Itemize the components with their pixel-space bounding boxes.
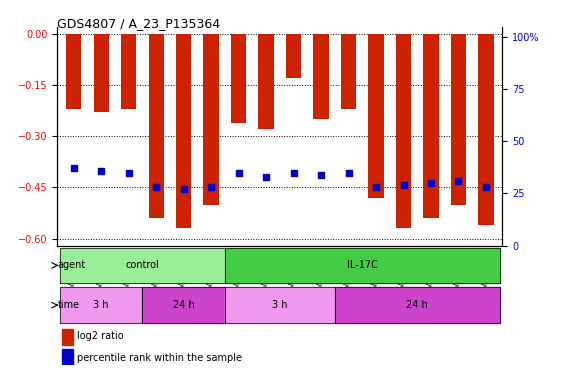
- Point: [124, 170, 133, 176]
- Bar: [121, 34, 136, 109]
- Point: [316, 172, 325, 178]
- Point: [96, 167, 106, 174]
- Point: [344, 170, 353, 176]
- Bar: [396, 34, 411, 228]
- Text: 24 h: 24 h: [407, 300, 428, 310]
- Point: [372, 184, 381, 190]
- Bar: [176, 34, 191, 228]
- Bar: [313, 34, 328, 119]
- Bar: [286, 34, 301, 78]
- Point: [262, 174, 271, 180]
- Bar: [148, 34, 164, 218]
- Bar: [62, 329, 73, 345]
- Bar: [203, 34, 219, 205]
- Point: [207, 184, 216, 190]
- Text: 3 h: 3 h: [93, 300, 109, 310]
- Bar: [225, 287, 335, 323]
- Text: log2 ratio: log2 ratio: [77, 331, 124, 341]
- Point: [234, 170, 243, 176]
- Point: [289, 170, 298, 176]
- Bar: [424, 34, 439, 218]
- Bar: [225, 248, 500, 283]
- Bar: [60, 248, 225, 283]
- Point: [399, 182, 408, 188]
- Bar: [335, 287, 500, 323]
- Bar: [94, 34, 108, 112]
- Text: percentile rank within the sample: percentile rank within the sample: [77, 353, 242, 362]
- Text: agent: agent: [58, 260, 86, 270]
- Bar: [60, 287, 142, 323]
- Text: 3 h: 3 h: [272, 300, 288, 310]
- Text: GDS4807 / A_23_P135364: GDS4807 / A_23_P135364: [57, 17, 220, 30]
- Text: IL-17C: IL-17C: [347, 260, 377, 270]
- Bar: [62, 349, 73, 365]
- Point: [69, 166, 78, 172]
- Bar: [259, 34, 274, 129]
- Text: time: time: [58, 300, 80, 310]
- Text: control: control: [126, 260, 159, 270]
- Point: [454, 178, 463, 184]
- Point: [427, 180, 436, 186]
- Bar: [478, 34, 493, 225]
- Point: [179, 186, 188, 192]
- Text: 24 h: 24 h: [172, 300, 195, 310]
- Point: [151, 184, 160, 190]
- Bar: [368, 34, 384, 198]
- Bar: [142, 287, 225, 323]
- Bar: [341, 34, 356, 109]
- Bar: [66, 34, 81, 109]
- Bar: [231, 34, 246, 122]
- Bar: [451, 34, 466, 205]
- Point: [481, 184, 490, 190]
